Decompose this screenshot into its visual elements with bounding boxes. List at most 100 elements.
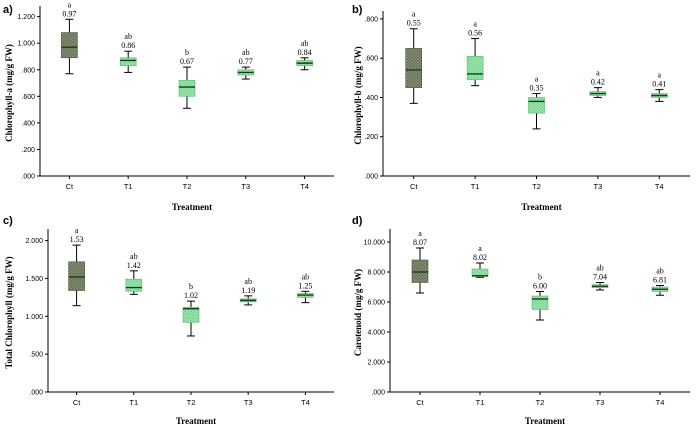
significance-letter: ab	[596, 264, 604, 273]
y-tick-label: .500	[29, 352, 43, 359]
x-axis-label: Treatment	[525, 416, 565, 426]
mean-label: 7.04	[593, 273, 607, 282]
y-tick-label: 1.000	[25, 314, 43, 321]
mean-label: 1.25	[298, 281, 312, 290]
x-tick-label: T2	[532, 182, 541, 191]
box-iqr	[61, 32, 78, 59]
x-tick-label: T3	[244, 398, 253, 407]
box-T4: T4 0.41a	[650, 71, 668, 191]
y-tick-label: .600	[364, 56, 378, 63]
x-tick-label: T4	[300, 182, 309, 191]
mean-label: 1.19	[241, 286, 255, 295]
mean-label: 8.02	[473, 253, 487, 262]
significance-letter: a	[658, 71, 662, 80]
mean-label: 1.42	[127, 261, 141, 270]
box-T2: T2 0.35a	[528, 75, 545, 191]
panel-label: d)	[352, 215, 363, 227]
x-tick-label: T1	[476, 398, 485, 407]
significance-letter: a	[412, 10, 416, 19]
box-T1: T1 0.56a	[466, 20, 484, 191]
x-tick-label: T3	[596, 398, 605, 407]
panel-label: a)	[3, 4, 13, 16]
x-axis-label: Treatment	[521, 202, 561, 212]
significance-letter: ab	[124, 32, 132, 41]
x-tick-label: Ct	[410, 182, 418, 191]
box-T2: T2 0.67b	[178, 48, 196, 191]
y-tick-label: .000	[21, 174, 35, 181]
box-T3: T3 0.42a	[589, 69, 607, 191]
y-tick-label: 2.000	[367, 360, 385, 367]
x-axis-label: Treatment	[172, 202, 212, 212]
box-T2: T2 6.00b	[531, 273, 549, 407]
x-tick-label: T3	[594, 182, 603, 191]
x-tick-label: T4	[301, 398, 310, 407]
box-iqr	[68, 261, 85, 291]
y-tick-label: .000	[29, 390, 43, 397]
significance-letter: ab	[656, 267, 664, 276]
mean-label: 0.67	[180, 57, 194, 66]
box-iqr	[178, 80, 196, 97]
significance-letter: ab	[242, 48, 250, 57]
mean-label: 0.42	[591, 78, 605, 87]
box-iqr	[405, 48, 423, 88]
significance-letter: a	[75, 226, 79, 235]
y-tick-label: .800	[364, 16, 378, 23]
chart-panel-2: b) .000 .200 .400 .600 .800 Chlorophyll-b (mg/…	[352, 4, 690, 212]
mean-label: 0.84	[298, 48, 312, 57]
box-iqr	[119, 57, 137, 67]
mean-label: 0.97	[62, 9, 76, 18]
x-tick-label: T1	[124, 182, 133, 191]
significance-letter: a	[478, 244, 482, 253]
significance-letter: b	[538, 273, 542, 282]
y-tick-label: .800	[21, 67, 35, 74]
mean-label: 0.55	[407, 19, 421, 28]
chart-panel-3: c) .000 .500 1.000 1.500 2.000 Total Chlorophy…	[3, 215, 334, 426]
box-Ct: Ct 1.53a	[68, 226, 85, 407]
significance-letter: a	[473, 20, 477, 29]
x-tick-label: T2	[536, 398, 545, 407]
mean-label: 6.00	[533, 282, 547, 291]
significance-letter: ab	[301, 39, 309, 48]
y-axis-label: Chlorophyll-a (mg/g FW)	[4, 44, 14, 142]
y-tick-label: .600	[21, 94, 35, 101]
box-iqr	[471, 268, 489, 277]
y-axis-label: Total Chlorophyll (mg/g FW)	[4, 256, 14, 368]
x-tick-label: T1	[471, 182, 480, 191]
mean-label: 0.56	[468, 29, 482, 38]
y-tick-label: .200	[364, 134, 378, 141]
x-tick-label: T3	[241, 182, 250, 191]
significance-letter: ab	[244, 277, 252, 286]
box-iqr	[411, 259, 429, 283]
significance-letter: a	[68, 0, 72, 9]
significance-letter: ab	[130, 252, 138, 261]
y-tick-label: 1.500	[25, 276, 43, 283]
mean-label: 1.02	[184, 291, 198, 300]
y-axis-label: Carotenoid (mg/g FW)	[353, 269, 363, 356]
box-iqr	[182, 306, 200, 323]
mean-label: 0.41	[652, 80, 666, 89]
box-iqr	[466, 55, 484, 81]
box-T2: T2 1.02b	[182, 282, 200, 407]
y-tick-label: 1.200	[17, 14, 35, 21]
box-Ct: Ct 8.07a	[411, 229, 429, 407]
y-tick-label: 1.000	[17, 41, 35, 48]
significance-letter: b	[189, 282, 193, 291]
x-tick-label: T1	[129, 398, 138, 407]
y-tick-label: .400	[21, 120, 35, 127]
chart-panel-1: a) .000 .200 .400 .600 .800 1.000 1.200 Chloroph…	[3, 0, 334, 212]
mean-label: 0.35	[530, 84, 544, 93]
x-tick-label: Ct	[416, 398, 424, 407]
mean-label: 0.86	[121, 41, 135, 50]
y-tick-label: .000	[371, 390, 385, 397]
y-tick-label: .200	[21, 147, 35, 154]
y-axis-label: Chlorophyll-b (mg/g FW)	[353, 46, 363, 144]
box-iqr	[531, 295, 549, 310]
y-tick-label: .400	[364, 95, 378, 102]
x-tick-label: T4	[656, 398, 665, 407]
x-tick-label: T4	[655, 182, 664, 191]
